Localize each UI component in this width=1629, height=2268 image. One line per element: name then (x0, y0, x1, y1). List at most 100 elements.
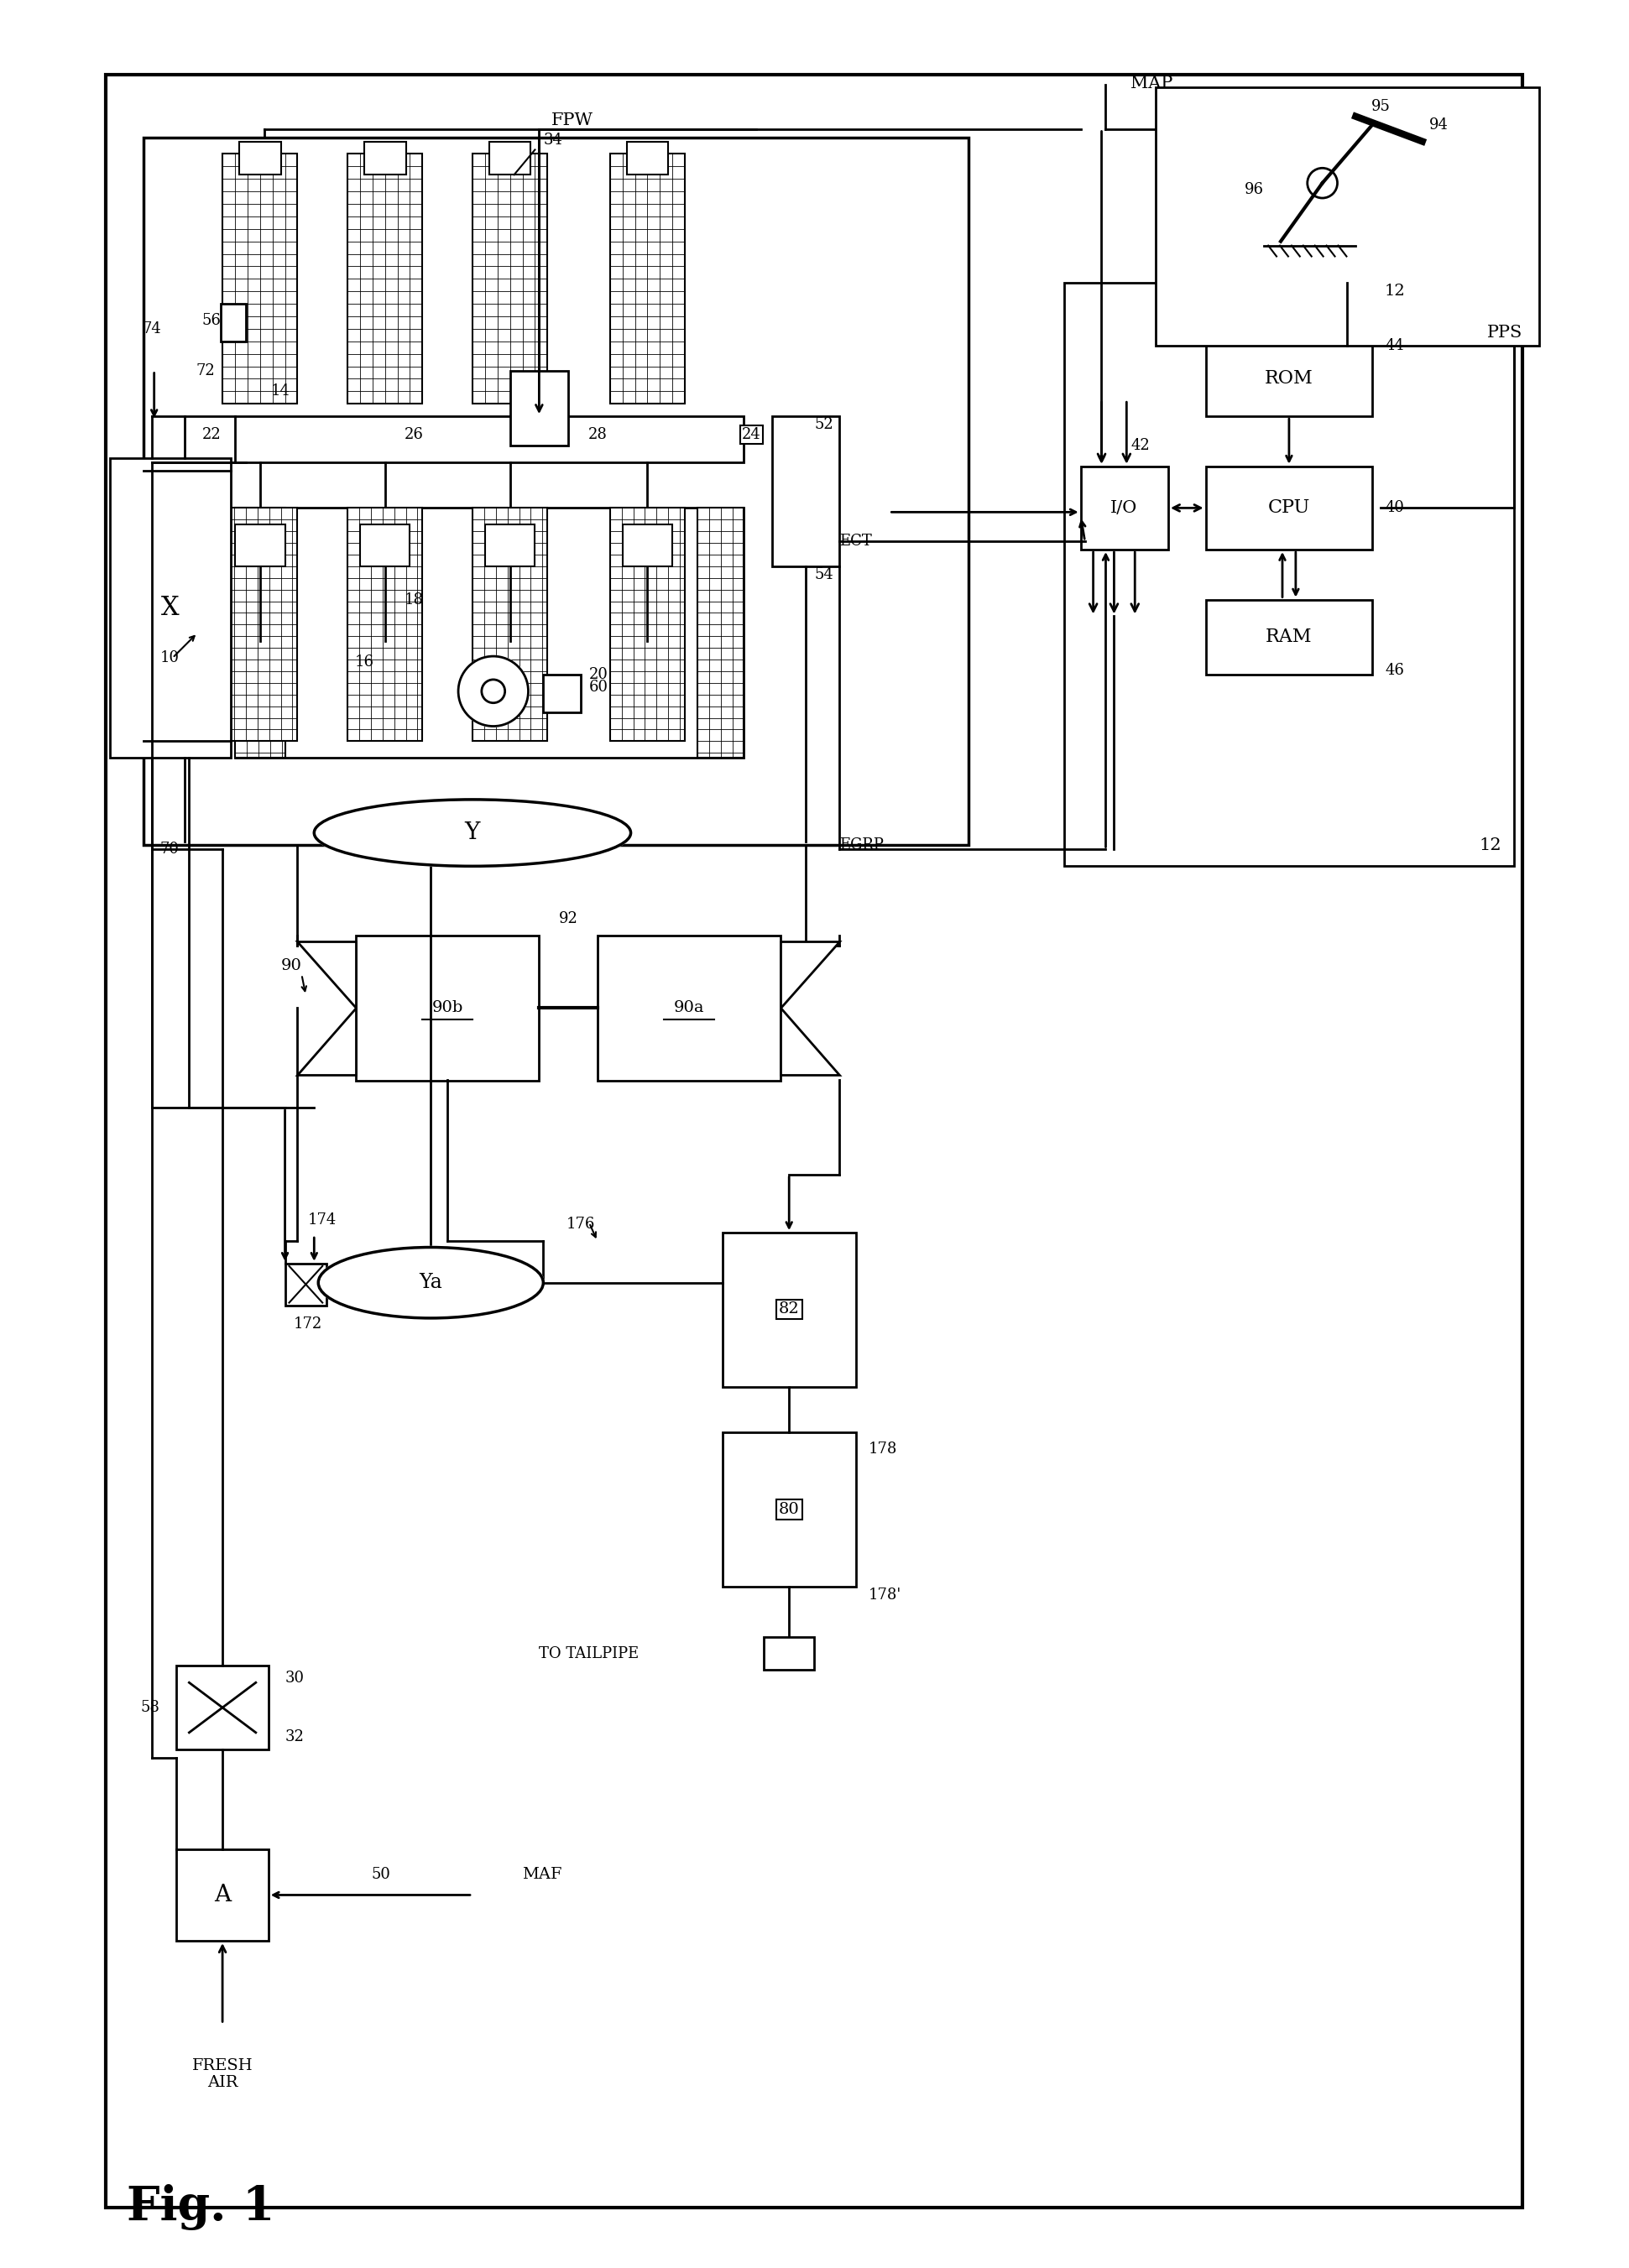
Text: Ya: Ya (419, 1272, 443, 1293)
Text: I/O: I/O (1111, 499, 1137, 515)
Text: 56: 56 (202, 313, 222, 329)
Bar (222, 304, 246, 342)
Bar (1205, 342, 1372, 417)
Ellipse shape (318, 1247, 544, 1318)
Text: 12: 12 (1479, 837, 1502, 853)
Text: 12: 12 (1385, 284, 1406, 299)
Text: 26: 26 (404, 426, 424, 442)
Text: 52: 52 (814, 417, 832, 433)
Text: ECT: ECT (839, 533, 872, 549)
Text: 92: 92 (559, 912, 578, 925)
Text: 94: 94 (1429, 118, 1448, 132)
Text: A: A (213, 1885, 231, 1907)
Bar (106, 75, 1523, 2207)
Polygon shape (298, 1007, 355, 1075)
Bar (143, 138, 968, 846)
Circle shape (482, 680, 505, 703)
Bar (285, 1263, 327, 1304)
Bar (722, 1433, 855, 1588)
Text: FRESH
AIR: FRESH AIR (192, 2057, 252, 2091)
Text: PPS: PPS (1487, 324, 1523, 340)
Text: 42: 42 (1131, 438, 1150, 454)
Bar (722, 1234, 855, 1386)
Bar (235, 508, 285, 758)
Bar (223, 508, 298, 742)
Text: 95: 95 (1372, 100, 1390, 113)
Bar (223, 154, 298, 404)
Circle shape (458, 655, 528, 726)
Text: 58: 58 (140, 1701, 160, 1715)
Text: 22: 22 (202, 426, 222, 442)
Text: EGRP: EGRP (839, 837, 883, 853)
Bar (111, 458, 231, 758)
Text: 18: 18 (404, 592, 424, 608)
Text: 46: 46 (1385, 662, 1404, 678)
Text: 172: 172 (293, 1318, 323, 1331)
Text: MAF: MAF (523, 1867, 562, 1882)
Bar (1080, 467, 1168, 549)
Text: 16: 16 (355, 655, 373, 669)
Bar (510, 370, 569, 445)
Text: 30: 30 (285, 1672, 305, 1685)
Bar (544, 674, 582, 712)
Text: 174: 174 (308, 1213, 337, 1227)
Text: X: X (161, 594, 179, 621)
Bar (772, 417, 839, 567)
Text: TO TAILPIPE: TO TAILPIPE (539, 1647, 639, 1660)
Bar (1064, 284, 1513, 866)
Polygon shape (780, 1007, 839, 1075)
Text: 176: 176 (567, 1218, 595, 1232)
Text: 20: 20 (590, 667, 608, 683)
Text: 70: 70 (160, 841, 179, 857)
Bar (1205, 467, 1372, 549)
Text: 14: 14 (270, 383, 290, 399)
Bar (622, 524, 673, 567)
Bar (239, 141, 280, 175)
Text: 80: 80 (779, 1501, 800, 1517)
Circle shape (1308, 168, 1337, 197)
Bar (347, 154, 422, 404)
Bar (697, 508, 743, 758)
Bar (598, 934, 780, 1082)
Text: ROM: ROM (1264, 370, 1313, 388)
Text: 72: 72 (195, 363, 215, 379)
Bar (472, 508, 547, 742)
Text: 54: 54 (814, 567, 832, 583)
Text: 50: 50 (371, 1867, 391, 1882)
Bar (365, 141, 406, 175)
Text: 44: 44 (1385, 338, 1404, 354)
Text: 10: 10 (160, 651, 179, 665)
Bar (1155, 86, 1539, 345)
Text: 34: 34 (544, 132, 562, 147)
Bar (176, 1667, 269, 1749)
Bar (235, 524, 285, 567)
Text: 24: 24 (743, 426, 761, 442)
Bar (235, 508, 743, 758)
Text: FPW: FPW (552, 113, 593, 129)
Text: 32: 32 (285, 1728, 305, 1744)
Text: 28: 28 (588, 426, 608, 442)
Bar (489, 141, 531, 175)
Bar (472, 154, 547, 404)
Text: 178': 178' (868, 1588, 901, 1603)
Text: 178: 178 (868, 1442, 898, 1456)
Text: 90: 90 (280, 959, 301, 973)
Bar (360, 524, 411, 567)
Polygon shape (298, 941, 355, 1007)
Text: 90a: 90a (674, 1000, 704, 1016)
Text: 90b: 90b (432, 1000, 463, 1016)
Bar (235, 417, 743, 463)
Bar (1205, 599, 1372, 674)
Bar (485, 524, 534, 567)
Text: 74: 74 (142, 322, 161, 336)
Bar (764, 1637, 814, 1669)
Text: 60: 60 (590, 680, 608, 694)
Bar (176, 1848, 269, 1941)
Text: 96: 96 (1245, 181, 1264, 197)
Bar (609, 508, 684, 742)
Text: Fig. 1: Fig. 1 (127, 2184, 275, 2229)
Text: MAP: MAP (1131, 75, 1173, 91)
Text: 82: 82 (779, 1302, 800, 1318)
Bar (355, 934, 539, 1082)
Text: 40: 40 (1385, 501, 1404, 515)
